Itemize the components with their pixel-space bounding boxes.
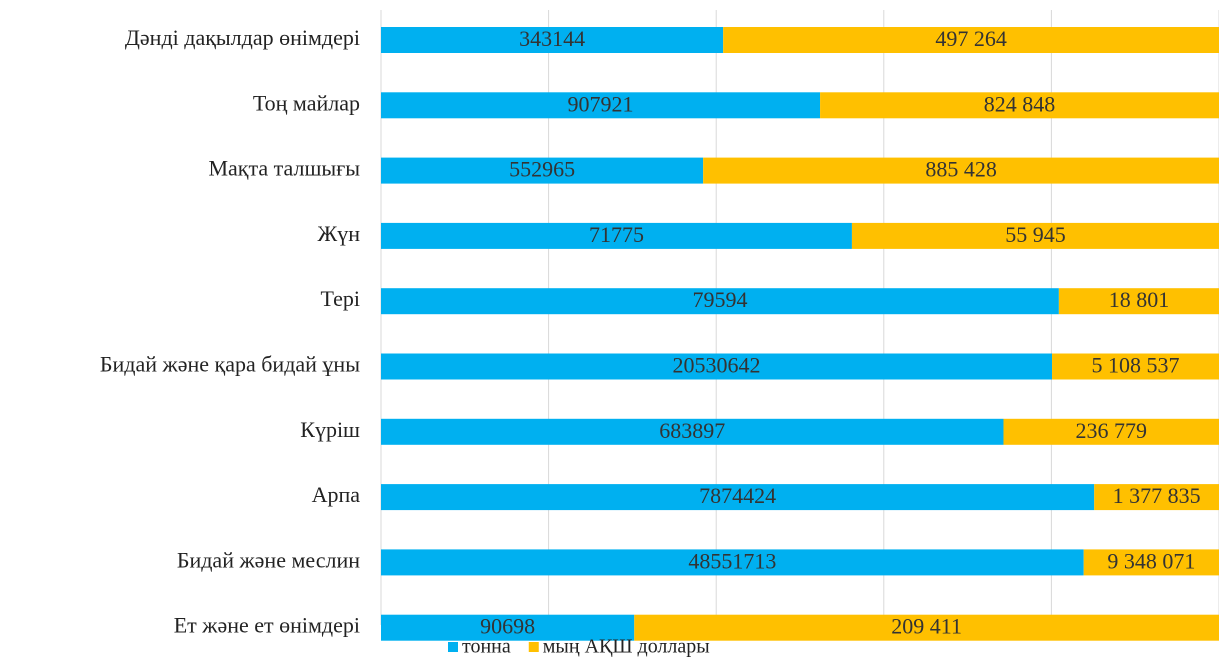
data-label: 824 848: [984, 91, 1056, 116]
data-label: 552965: [509, 157, 575, 182]
legend-label: тонна: [462, 636, 511, 658]
category-label: Күріш: [300, 417, 360, 442]
bar-segment: [381, 353, 1053, 380]
bar-segment: [1094, 484, 1219, 511]
category-label: Арпа: [312, 482, 361, 507]
bar-segment: [381, 549, 1084, 576]
data-label: 20530642: [673, 353, 761, 378]
bar-segment: [851, 222, 1219, 249]
data-label: 907921: [568, 91, 634, 116]
legend-label: мың АҚШ доллары: [543, 636, 710, 658]
bar-segment: [1003, 418, 1219, 445]
legend-swatch: [448, 642, 458, 652]
data-label: 236 779: [1075, 418, 1147, 443]
data-label: 9 348 071: [1107, 548, 1195, 573]
category-label: Тері: [321, 286, 360, 311]
data-label: 497 264: [935, 26, 1007, 51]
data-label: 683897: [659, 418, 725, 443]
bar-segment: [381, 288, 1059, 315]
bar-segment: [381, 484, 1095, 511]
bar-segment: [634, 614, 1219, 641]
data-label: 90698: [480, 614, 535, 639]
bar-segment: [1052, 353, 1219, 380]
data-label: 18 801: [1109, 287, 1170, 312]
bar-segment: [381, 92, 821, 119]
category-label: Тоң майлар: [253, 90, 360, 115]
data-label: 48551713: [688, 548, 776, 573]
data-label: 7874424: [699, 483, 776, 508]
data-label: 209 411: [891, 614, 962, 639]
category-label: Дәнді дақылдар өнімдері: [125, 25, 360, 50]
data-label: 1 377 835: [1113, 483, 1201, 508]
legend-swatch: [528, 642, 539, 652]
bar-segment: [820, 92, 1219, 119]
bar-segment: [381, 27, 724, 53]
bar-segment: [703, 157, 1219, 184]
bar-segment: [381, 157, 704, 184]
category-label: Бидай және қара бидай ұны: [100, 352, 360, 377]
category-label: Бидай және меслин: [177, 547, 360, 572]
data-label: 55 945: [1005, 222, 1066, 247]
category-label: Мақта талшығы: [208, 156, 360, 181]
category-label: Ет және ет өнімдері: [174, 613, 360, 638]
data-label: 5 108 537: [1092, 353, 1180, 378]
data-label: 885 428: [925, 157, 997, 182]
bar-segment: [723, 27, 1219, 53]
bar-segment: [381, 418, 1004, 445]
data-label: 343144: [519, 26, 585, 51]
data-label: 79594: [692, 287, 747, 312]
bar-segment: [1083, 549, 1219, 576]
bar-segment: [1058, 288, 1219, 315]
category-label: Жүн: [318, 221, 361, 246]
data-label: 71775: [589, 222, 644, 247]
bar-segment: [381, 614, 635, 641]
bar-segment: [381, 222, 852, 249]
